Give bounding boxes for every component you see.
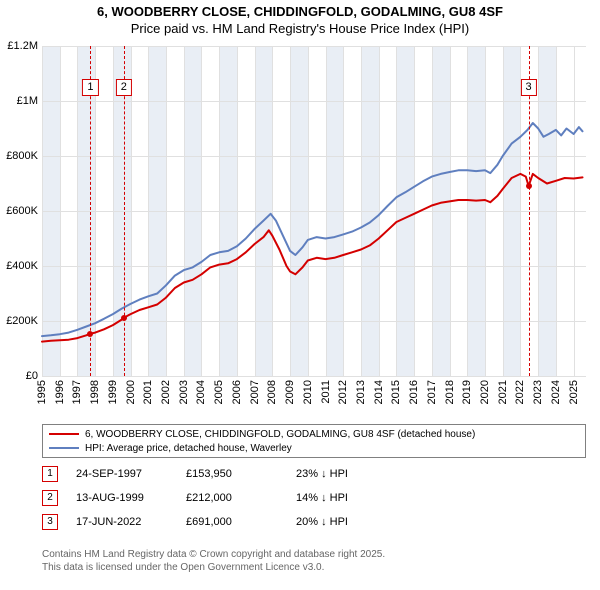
sales-row-price: £212,000 — [186, 492, 296, 504]
sales-row-delta: 20% ↓ HPI — [296, 516, 348, 528]
x-tick-label: 2016 — [408, 380, 420, 404]
sales-row-delta: 14% ↓ HPI — [296, 492, 348, 504]
y-tick-label: £600K — [6, 205, 42, 217]
x-tick-label: 1999 — [107, 380, 119, 404]
sales-row-date: 24-SEP-1997 — [76, 468, 186, 480]
y-tick-label: £800K — [6, 150, 42, 162]
sale-marker-dot — [87, 331, 93, 337]
legend-swatch — [49, 433, 79, 435]
chart-container: 6, WOODBERRY CLOSE, CHIDDINGFOLD, GODALM… — [0, 0, 600, 590]
x-tick-label: 2009 — [284, 380, 296, 404]
x-tick-label: 2015 — [390, 380, 402, 404]
legend-label: 6, WOODBERRY CLOSE, CHIDDINGFOLD, GODALM… — [85, 429, 475, 440]
attribution-line2: This data is licensed under the Open Gov… — [42, 561, 385, 574]
x-tick-label: 1996 — [54, 380, 66, 404]
x-tick-label: 2017 — [426, 380, 438, 404]
x-tick-label: 2010 — [302, 380, 314, 404]
legend-swatch — [49, 447, 79, 449]
chart-title-line1: 6, WOODBERRY CLOSE, CHIDDINGFOLD, GODALM… — [0, 4, 600, 21]
sales-row: 2 13-AUG-1999£212,00014% ↓ HPI — [42, 486, 348, 510]
sales-row-date: 13-AUG-1999 — [76, 492, 186, 504]
sales-table: 1 24-SEP-1997£153,95023% ↓ HPI 2 13-AUG-199… — [42, 462, 348, 534]
x-tick-label: 2004 — [195, 380, 207, 404]
x-tick-label: 2000 — [125, 380, 137, 404]
x-tick-label: 2018 — [444, 380, 456, 404]
x-tick-label: 2008 — [266, 380, 278, 404]
sales-row-delta: 23% ↓ HPI — [296, 468, 348, 480]
x-tick-label: 2023 — [532, 380, 544, 404]
x-tick-label: 2021 — [497, 380, 509, 404]
sales-row-badge: 3 — [42, 514, 58, 530]
legend-row: HPI: Average price, detached house, Wave… — [45, 441, 583, 455]
sale-marker-badge: 2 — [116, 79, 132, 96]
x-tick-label: 2011 — [320, 380, 332, 404]
y-tick-label: £1.2M — [7, 40, 42, 52]
x-tick-label: 1998 — [89, 380, 101, 404]
x-tick-label: 1995 — [36, 380, 48, 404]
x-tick-label: 2006 — [231, 380, 243, 404]
x-tick-label: 2025 — [568, 380, 580, 404]
attribution-footer: Contains HM Land Registry data © Crown c… — [42, 548, 385, 574]
x-tick-label: 2007 — [249, 380, 261, 404]
sales-row-price: £691,000 — [186, 516, 296, 528]
chart-title-line2: Price paid vs. HM Land Registry's House … — [0, 21, 600, 38]
x-tick-label: 2013 — [355, 380, 367, 404]
sales-row-price: £153,950 — [186, 468, 296, 480]
x-tick-label: 2001 — [142, 380, 154, 404]
sales-row-badge: 1 — [42, 466, 58, 482]
legend: 6, WOODBERRY CLOSE, CHIDDINGFOLD, GODALM… — [42, 424, 586, 458]
y-tick-label: £400K — [6, 260, 42, 272]
y-tick-label: £200K — [6, 315, 42, 327]
x-tick-label: 2012 — [337, 380, 349, 404]
sales-row: 1 24-SEP-1997£153,95023% ↓ HPI — [42, 462, 348, 486]
x-tick-label: 2003 — [178, 380, 190, 404]
sales-row: 3 17-JUN-2022£691,00020% ↓ HPI — [42, 510, 348, 534]
attribution-line1: Contains HM Land Registry data © Crown c… — [42, 548, 385, 561]
x-tick-label: 2022 — [514, 380, 526, 404]
sale-marker-badge: 1 — [82, 79, 98, 96]
x-tick-label: 2005 — [213, 380, 225, 404]
legend-label: HPI: Average price, detached house, Wave… — [85, 443, 292, 454]
x-tick-label: 2002 — [160, 380, 172, 404]
plot-area: £0£200K£400K£600K£800K£1M£1.2M1995199619… — [42, 46, 586, 376]
chart-title: 6, WOODBERRY CLOSE, CHIDDINGFOLD, GODALM… — [0, 0, 600, 38]
sales-row-date: 17-JUN-2022 — [76, 516, 186, 528]
sale-marker-badge: 3 — [521, 79, 537, 96]
x-tick-label: 2020 — [479, 380, 491, 404]
sale-marker-dot — [526, 183, 532, 189]
sales-row-badge: 2 — [42, 490, 58, 506]
sale-marker-dot — [121, 315, 127, 321]
x-tick-label: 2024 — [550, 380, 562, 404]
x-tick-label: 2019 — [461, 380, 473, 404]
legend-row: 6, WOODBERRY CLOSE, CHIDDINGFOLD, GODALM… — [45, 427, 583, 441]
y-tick-label: £1M — [17, 95, 42, 107]
x-tick-label: 1997 — [71, 380, 83, 404]
x-tick-label: 2014 — [373, 380, 385, 404]
gridline-h — [42, 376, 586, 377]
